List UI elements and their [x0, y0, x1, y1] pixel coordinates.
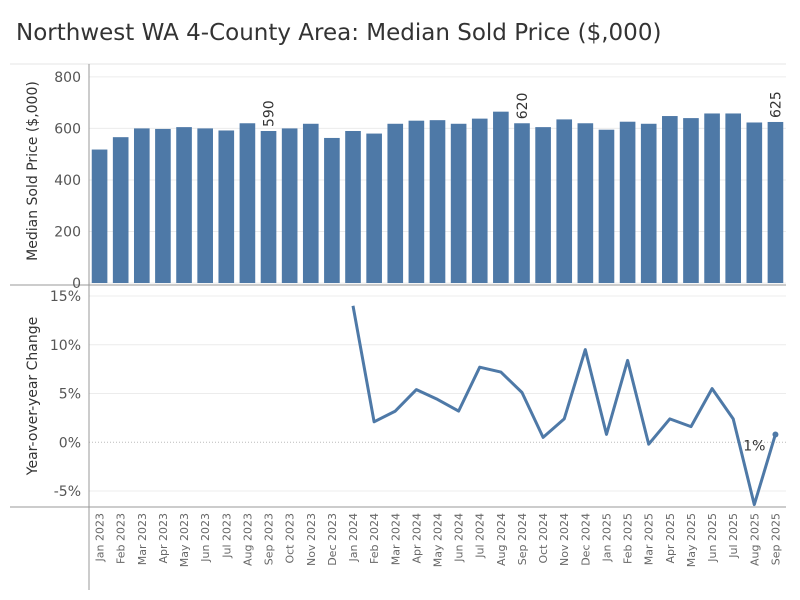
line-y-tick-label: 0%	[59, 435, 81, 451]
bar-series	[91, 111, 784, 284]
bar	[746, 122, 763, 283]
bar-y-axis-title: Median Sold Price ($,000)	[25, 81, 41, 261]
bar	[704, 113, 720, 284]
yoy-line	[351, 305, 777, 507]
x-tick-label: Nov 2023	[305, 513, 318, 566]
bar	[302, 123, 319, 284]
bar	[239, 123, 256, 284]
x-tick-label: May 2025	[685, 513, 698, 567]
bar	[514, 123, 530, 284]
x-tick-label: Jul 2024	[474, 513, 487, 559]
line-y-axis-title: Year-over-year Change	[25, 317, 41, 476]
bar	[619, 121, 636, 283]
x-tick-label: Feb 2024	[368, 513, 381, 564]
bar-y-tick-label: 0	[72, 276, 81, 292]
x-tick-label: Aug 2023	[241, 513, 254, 566]
x-tick-label: Jul 2025	[727, 513, 740, 559]
x-tick-label: Sep 2025	[769, 513, 782, 565]
x-tick-label: Feb 2023	[115, 513, 128, 564]
bar-data-label: 625	[768, 91, 784, 118]
x-tick-label: Jan 2024	[347, 513, 360, 562]
bar	[640, 123, 657, 284]
bar	[218, 130, 235, 283]
bar	[345, 130, 361, 283]
x-tick-label: May 2023	[178, 513, 191, 567]
bar	[387, 123, 404, 284]
x-tick-label: Apr 2025	[664, 513, 677, 564]
x-tick-label: Jan 2025	[600, 513, 613, 562]
bar	[260, 130, 277, 283]
frame-layer	[10, 63, 786, 590]
x-tick-label: Oct 2023	[284, 513, 297, 564]
line-y-tick-label: 5%	[59, 387, 81, 403]
bar	[598, 129, 615, 283]
x-tick-label: Jun 2023	[199, 513, 212, 563]
x-tick-label: Apr 2023	[157, 513, 170, 564]
bar	[91, 149, 108, 283]
bar	[155, 128, 171, 283]
x-tick-label: Aug 2025	[748, 513, 761, 566]
x-tick-label: Jan 2023	[94, 513, 107, 562]
bar	[197, 128, 213, 283]
bar	[556, 119, 573, 283]
bar	[408, 120, 425, 284]
bar	[450, 123, 467, 284]
bar	[281, 128, 298, 283]
bar	[471, 118, 488, 283]
bar-y-tick-label: 400	[54, 173, 81, 189]
line-end-label: 1%	[743, 438, 765, 454]
bar-y-tick-label: 800	[54, 70, 81, 86]
label-layer: 0 200 400 600 800 15% 10% 5% 0% -5% 590 620 625 1% Jan…	[50, 70, 785, 567]
bar	[324, 137, 340, 283]
x-tick-label: Mar 2023	[136, 513, 149, 565]
x-tick-label: Jul 2023	[220, 513, 233, 559]
bar	[767, 121, 784, 284]
x-tick-label: Jun 2025	[706, 513, 719, 563]
bar	[366, 133, 382, 283]
line-y-tick-label: 15%	[50, 289, 81, 305]
bar	[535, 127, 551, 283]
x-tick-label: Mar 2025	[643, 513, 656, 565]
line-y-tick-label: 10%	[50, 338, 81, 354]
chart-title: Northwest WA 4-County Area: Median Sold …	[16, 20, 662, 46]
bar	[577, 123, 594, 284]
x-tick-label: Feb 2025	[622, 513, 635, 564]
x-tick-label: Oct 2024	[537, 513, 550, 564]
x-tick-label: Nov 2024	[558, 513, 571, 566]
x-tick-label: May 2024	[432, 513, 445, 567]
x-tick-label: Sep 2023	[263, 513, 276, 565]
bar-data-label: 620	[515, 93, 531, 120]
bar	[725, 113, 742, 284]
bar	[662, 116, 678, 283]
bar-y-tick-label: 200	[54, 224, 81, 240]
line-y-tick-label: -5%	[54, 484, 81, 500]
x-tick-label: Apr 2024	[410, 513, 423, 564]
x-tick-label: Aug 2024	[495, 513, 508, 566]
bar	[112, 137, 129, 283]
bar	[493, 111, 509, 283]
x-tick-label: Dec 2024	[579, 513, 592, 566]
bar	[176, 127, 192, 283]
bar-y-tick-label: 600	[54, 121, 81, 137]
line-series	[351, 305, 779, 507]
bar	[133, 128, 150, 283]
bar	[683, 118, 699, 283]
x-tick-label: Sep 2024	[516, 513, 529, 565]
x-tick-label: Dec 2023	[326, 513, 339, 566]
line-point	[772, 431, 779, 438]
x-tick-label: Jun 2024	[453, 513, 466, 563]
bar	[429, 120, 446, 284]
x-tick-label: Mar 2024	[389, 513, 402, 565]
bar-data-label: 590	[262, 100, 278, 127]
